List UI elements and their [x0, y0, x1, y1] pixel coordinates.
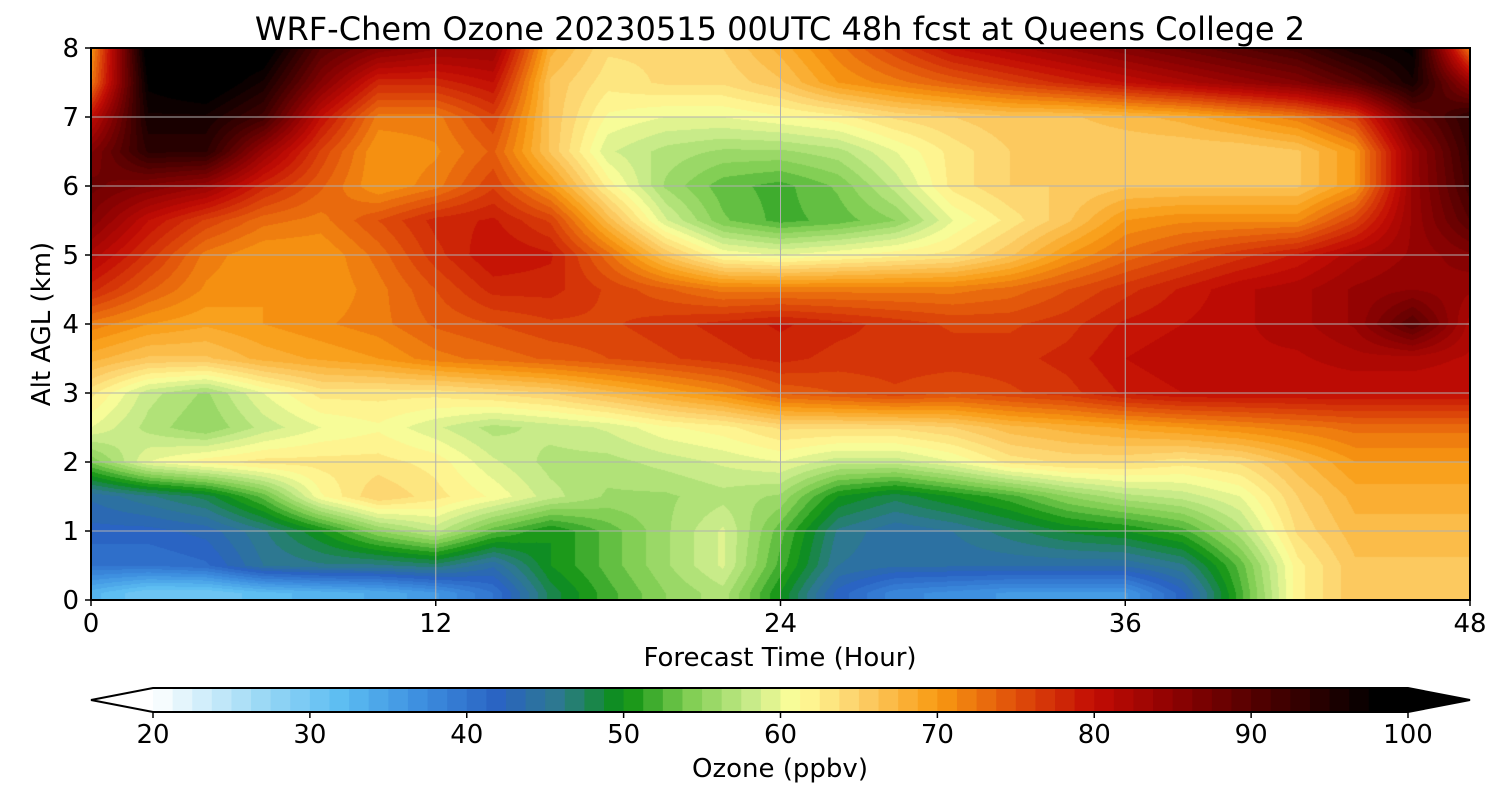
colorbar-tick-label: 100	[1383, 720, 1433, 750]
y-tick-label: 8	[62, 34, 79, 64]
x-tick-label: 24	[764, 609, 797, 639]
colorbar-band	[447, 688, 468, 712]
colorbar-band	[584, 688, 605, 712]
colorbar-band	[211, 688, 233, 712]
colorbar-band	[858, 688, 880, 712]
colorbar-band	[1172, 688, 1193, 712]
colorbar-band	[721, 688, 742, 712]
x-tick-label: 48	[1453, 609, 1486, 639]
x-tick-label: 0	[83, 609, 100, 639]
colorbar-band	[1349, 688, 1370, 712]
colorbar-tick-label: 60	[764, 720, 797, 750]
y-tick-label: 0	[62, 586, 79, 616]
y-tick-label: 3	[62, 379, 79, 409]
colorbar-band	[251, 688, 272, 712]
colorbar-band	[172, 688, 193, 712]
colorbar-band	[917, 688, 938, 712]
colorbar-band	[604, 688, 625, 712]
colorbar-band	[309, 688, 331, 712]
colorbar-band	[1388, 688, 1409, 712]
y-tick-label: 2	[62, 448, 79, 478]
colorbar-band	[760, 688, 782, 712]
colorbar-band	[937, 688, 958, 712]
colorbar-band	[956, 688, 978, 712]
colorbar-band	[1290, 688, 1311, 712]
colorbar-label: Ozone (ppbv)	[692, 754, 868, 784]
colorbar-band	[427, 688, 448, 712]
colorbar-band	[662, 688, 684, 712]
colorbar-band	[780, 688, 801, 712]
chart-title: WRF-Chem Ozone 20230515 00UTC 48h fcst a…	[255, 10, 1305, 48]
y-tick-label: 6	[62, 172, 79, 202]
colorbar-band	[545, 688, 566, 712]
x-tick-label: 36	[1109, 609, 1142, 639]
colorbar-band	[1153, 688, 1174, 712]
colorbar-band	[1113, 688, 1135, 712]
x-axis-ticks: 0 12 24 36 48	[83, 600, 1487, 639]
colorbar-band	[1035, 688, 1056, 712]
x-tick-label: 12	[419, 609, 452, 639]
colorbar-band	[1368, 688, 1389, 712]
colorbar-band	[623, 688, 644, 712]
colorbar-tick-label: 80	[1078, 720, 1111, 750]
colorbar-extend-high	[1408, 688, 1470, 712]
colorbar-tick-label: 30	[293, 720, 326, 750]
colorbar-band	[800, 688, 821, 712]
colorbar-band	[349, 688, 370, 712]
colorbar-band	[643, 688, 664, 712]
colorbar-tick-label: 20	[136, 720, 169, 750]
colorbar: 20 30 40 50 60 70 80 90 100	[90, 687, 1471, 750]
colorbar-band	[486, 688, 507, 712]
colorbar-band	[564, 688, 586, 712]
y-axis-ticks: 0 1 2 3 4 5 6 7 8	[62, 34, 91, 616]
x-axis-label: Forecast Time (Hour)	[643, 643, 916, 673]
colorbar-band	[192, 688, 213, 712]
colorbar-band	[898, 688, 919, 712]
colorbar-band	[505, 688, 527, 712]
colorbar-band	[270, 688, 291, 712]
colorbar-band	[231, 688, 252, 712]
colorbar-band	[388, 688, 409, 712]
colorbar-band	[368, 688, 389, 712]
colorbar-band	[525, 688, 546, 712]
colorbar-band	[976, 688, 997, 712]
colorbar-tick-label: 70	[921, 720, 954, 750]
colorbar-band	[1251, 688, 1272, 712]
y-axis-label: Alt AGL (km)	[27, 242, 57, 406]
colorbar-band	[1231, 688, 1252, 712]
y-tick-label: 1	[62, 517, 79, 547]
colorbar-band	[1133, 688, 1154, 712]
y-tick-label: 4	[62, 310, 79, 340]
colorbar-band	[290, 688, 311, 712]
colorbar-band	[839, 688, 860, 712]
colorbar-tick-label: 40	[450, 720, 483, 750]
colorbar-band	[996, 688, 1017, 712]
colorbar-band	[1329, 688, 1350, 712]
colorbar-band	[1094, 688, 1115, 712]
colorbar-band	[407, 688, 429, 712]
colorbar-band	[1055, 688, 1076, 712]
colorbar-band	[1309, 688, 1331, 712]
colorbar-band	[741, 688, 762, 712]
y-tick-label: 5	[62, 241, 79, 271]
colorbar-band	[1211, 688, 1233, 712]
colorbar-band	[1015, 688, 1037, 712]
colorbar-band	[878, 688, 899, 712]
colorbar-extend-low	[91, 688, 153, 712]
colorbar-band	[153, 688, 174, 712]
colorbar-tick-label: 50	[607, 720, 640, 750]
colorbar-band	[682, 688, 703, 712]
colorbar-band	[329, 688, 350, 712]
y-tick-label: 7	[62, 103, 79, 133]
colorbar-band	[466, 688, 487, 712]
colorbar-band	[1270, 688, 1291, 712]
colorbar-band	[1192, 688, 1213, 712]
colorbar-band	[819, 688, 840, 712]
colorbar-tick-label: 90	[1235, 720, 1268, 750]
grid-lines	[91, 48, 1470, 600]
colorbar-band	[1074, 688, 1095, 712]
colorbar-band	[702, 688, 723, 712]
